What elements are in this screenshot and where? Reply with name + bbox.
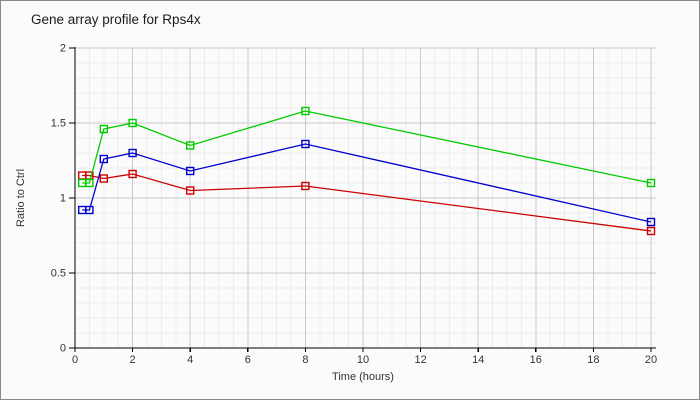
x-tick-label: 18 — [587, 354, 599, 366]
red-series-line — [82, 173, 652, 232]
x-tick-label: 20 — [645, 354, 657, 366]
y-tick-label: 2 — [60, 43, 66, 55]
y-tick-label: 1.5 — [51, 118, 66, 130]
green-series-marker — [646, 178, 656, 188]
x-tick-label: 6 — [245, 354, 251, 366]
blue-series-marker — [85, 205, 94, 215]
blue-series-marker — [128, 148, 137, 158]
x-axis-title: Time (hours) — [332, 371, 394, 383]
x-tick-label: 8 — [302, 354, 308, 366]
x-tick-label: 16 — [530, 354, 542, 366]
green-series-marker — [85, 178, 94, 188]
blue-series-marker — [646, 217, 656, 227]
y-tick-label: 1 — [60, 193, 66, 205]
red-series-marker — [646, 226, 656, 236]
x-tick-label: 10 — [357, 354, 369, 366]
chart-title: Gene array profile for Rps4x — [31, 12, 201, 27]
green-series-marker — [99, 124, 109, 134]
green-series-marker — [301, 106, 310, 116]
x-tick-label: 2 — [130, 354, 136, 366]
x-tick-label: 12 — [414, 354, 426, 366]
y-tick-label: 0.5 — [51, 268, 66, 280]
green-series-line — [82, 110, 652, 184]
y-tick-label: 0 — [60, 343, 66, 355]
blue-series-marker — [99, 154, 109, 164]
green-series-marker — [128, 118, 137, 128]
blue-series-marker — [185, 166, 195, 176]
x-tick-label: 4 — [187, 354, 193, 366]
blue-series-marker — [301, 139, 310, 149]
red-series-marker — [185, 186, 195, 195]
x-tick-label: 14 — [472, 354, 484, 366]
green-series-marker — [185, 141, 195, 150]
red-series-marker — [301, 181, 310, 191]
red-series-marker — [128, 169, 137, 179]
x-tick-label: 0 — [72, 354, 78, 366]
red-series-marker — [99, 174, 109, 183]
blue-series-line — [82, 143, 652, 223]
